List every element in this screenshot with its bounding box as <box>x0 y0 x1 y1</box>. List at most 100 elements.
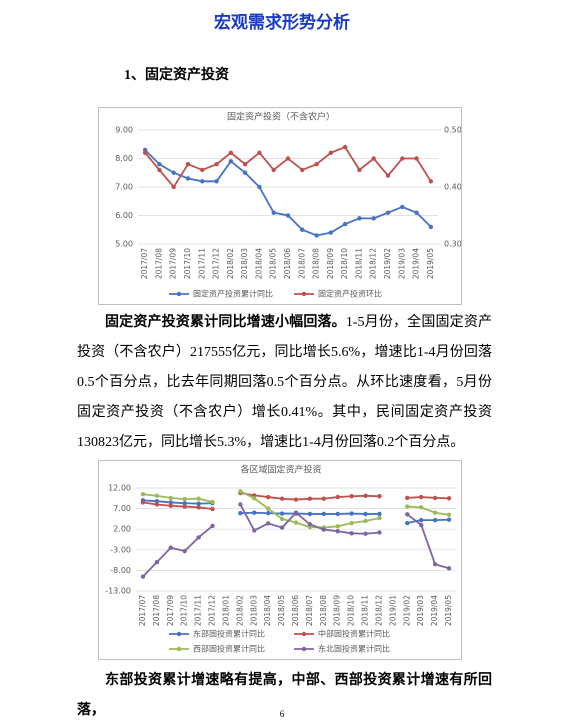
point <box>428 224 434 230</box>
x-tick-label: 2017/09 <box>166 595 175 626</box>
series-line <box>407 505 450 516</box>
x-tick-label: 2018/10 <box>340 248 349 279</box>
point <box>419 522 424 528</box>
point <box>314 162 319 167</box>
point <box>371 156 376 161</box>
point <box>142 150 148 155</box>
point <box>196 496 201 501</box>
legend-label: 西部固投资累计同比 <box>193 644 265 654</box>
point <box>154 498 160 504</box>
point <box>293 510 299 515</box>
point <box>371 216 376 221</box>
point <box>242 170 248 175</box>
point <box>196 501 201 506</box>
point <box>182 504 187 509</box>
x-tick-label: 2019/03 <box>416 595 425 626</box>
x-tick-label: 2018/04 <box>254 248 263 279</box>
point <box>363 493 368 499</box>
point <box>210 506 215 512</box>
x-tick-label: 2017/10 <box>180 595 189 626</box>
x-tick-label: 2017/07 <box>140 248 149 279</box>
y-tick-label: -13.00 <box>105 587 131 596</box>
point <box>349 520 354 526</box>
paragraph: 固定资产投资累计同比增速小幅回落。1-5月份，全国固定资产投资（不含农户）217… <box>77 308 492 458</box>
point <box>157 167 162 173</box>
point <box>154 493 160 499</box>
x-tick-label: 2018/07 <box>297 248 306 279</box>
x-tick-label: 2018/02 <box>226 248 235 279</box>
point <box>321 511 327 517</box>
point <box>196 505 201 510</box>
point <box>342 144 348 150</box>
series-line <box>142 525 214 578</box>
point <box>419 494 424 500</box>
x-tick-label: 2018/06 <box>291 595 300 626</box>
point <box>328 150 334 155</box>
point <box>271 167 276 173</box>
point <box>419 517 424 523</box>
point <box>363 531 368 536</box>
y-tick-label: 7.00 <box>113 504 131 513</box>
point <box>405 512 410 517</box>
point <box>210 523 215 529</box>
point <box>228 150 234 155</box>
legend-marker <box>301 646 307 652</box>
page-number: 6 <box>279 709 285 719</box>
point <box>363 511 368 517</box>
point <box>377 515 382 521</box>
point <box>377 530 382 535</box>
x-tick-label: 2018/09 <box>326 248 335 279</box>
y-tick-label: 12.00 <box>108 484 131 493</box>
point <box>214 162 219 167</box>
series-line <box>144 145 432 189</box>
point <box>432 562 438 567</box>
x-tick-label: 2018/12 <box>369 248 378 279</box>
x-tick-label: 2018/10 <box>347 595 356 626</box>
point <box>414 210 419 215</box>
point <box>265 506 271 511</box>
point <box>279 511 285 516</box>
point <box>200 167 205 173</box>
point <box>342 221 348 227</box>
point <box>363 518 368 524</box>
chart: 固定资产投资（不含农户） 5.00 6.00 7.00 8.00 9.00 0.30 0.40… <box>98 107 462 305</box>
point <box>265 510 271 516</box>
legend-marker <box>301 631 307 637</box>
point <box>385 210 391 215</box>
point <box>432 510 438 515</box>
point <box>252 496 257 501</box>
point <box>242 162 248 167</box>
x-tick-label: 2017/07 <box>138 595 147 626</box>
point <box>196 535 201 540</box>
point <box>214 179 219 184</box>
point <box>328 230 334 235</box>
point <box>200 179 205 184</box>
x-tick-label: 2018/04 <box>263 595 272 626</box>
x-tick-label: 2019/05 <box>426 248 435 279</box>
point <box>321 527 327 532</box>
point <box>182 501 187 506</box>
series-line <box>406 513 450 570</box>
point <box>265 494 271 500</box>
series-line <box>407 518 450 524</box>
x-tick-label: 2017/08 <box>154 248 163 279</box>
x-tick-label: 2018/08 <box>312 248 321 279</box>
x-tick-label: 2018/09 <box>333 595 342 626</box>
point <box>414 156 419 161</box>
point <box>182 496 187 502</box>
point <box>154 559 160 565</box>
point <box>307 511 313 517</box>
legend-marker <box>176 291 182 297</box>
point <box>428 179 434 184</box>
point <box>140 500 146 505</box>
x-tick-label: 2018/01 <box>221 595 230 626</box>
point <box>168 545 173 550</box>
x-tick-label: 2019/02 <box>383 248 392 279</box>
point <box>257 150 262 155</box>
legend-marker <box>176 646 182 652</box>
y-tick-label: 7.00 <box>115 183 133 192</box>
point <box>405 520 410 526</box>
point <box>271 210 276 215</box>
chart: 各区域固定资产投资 -13.00 -8.00 -3.00 2.00 7.00 12.00 20… <box>98 460 462 660</box>
